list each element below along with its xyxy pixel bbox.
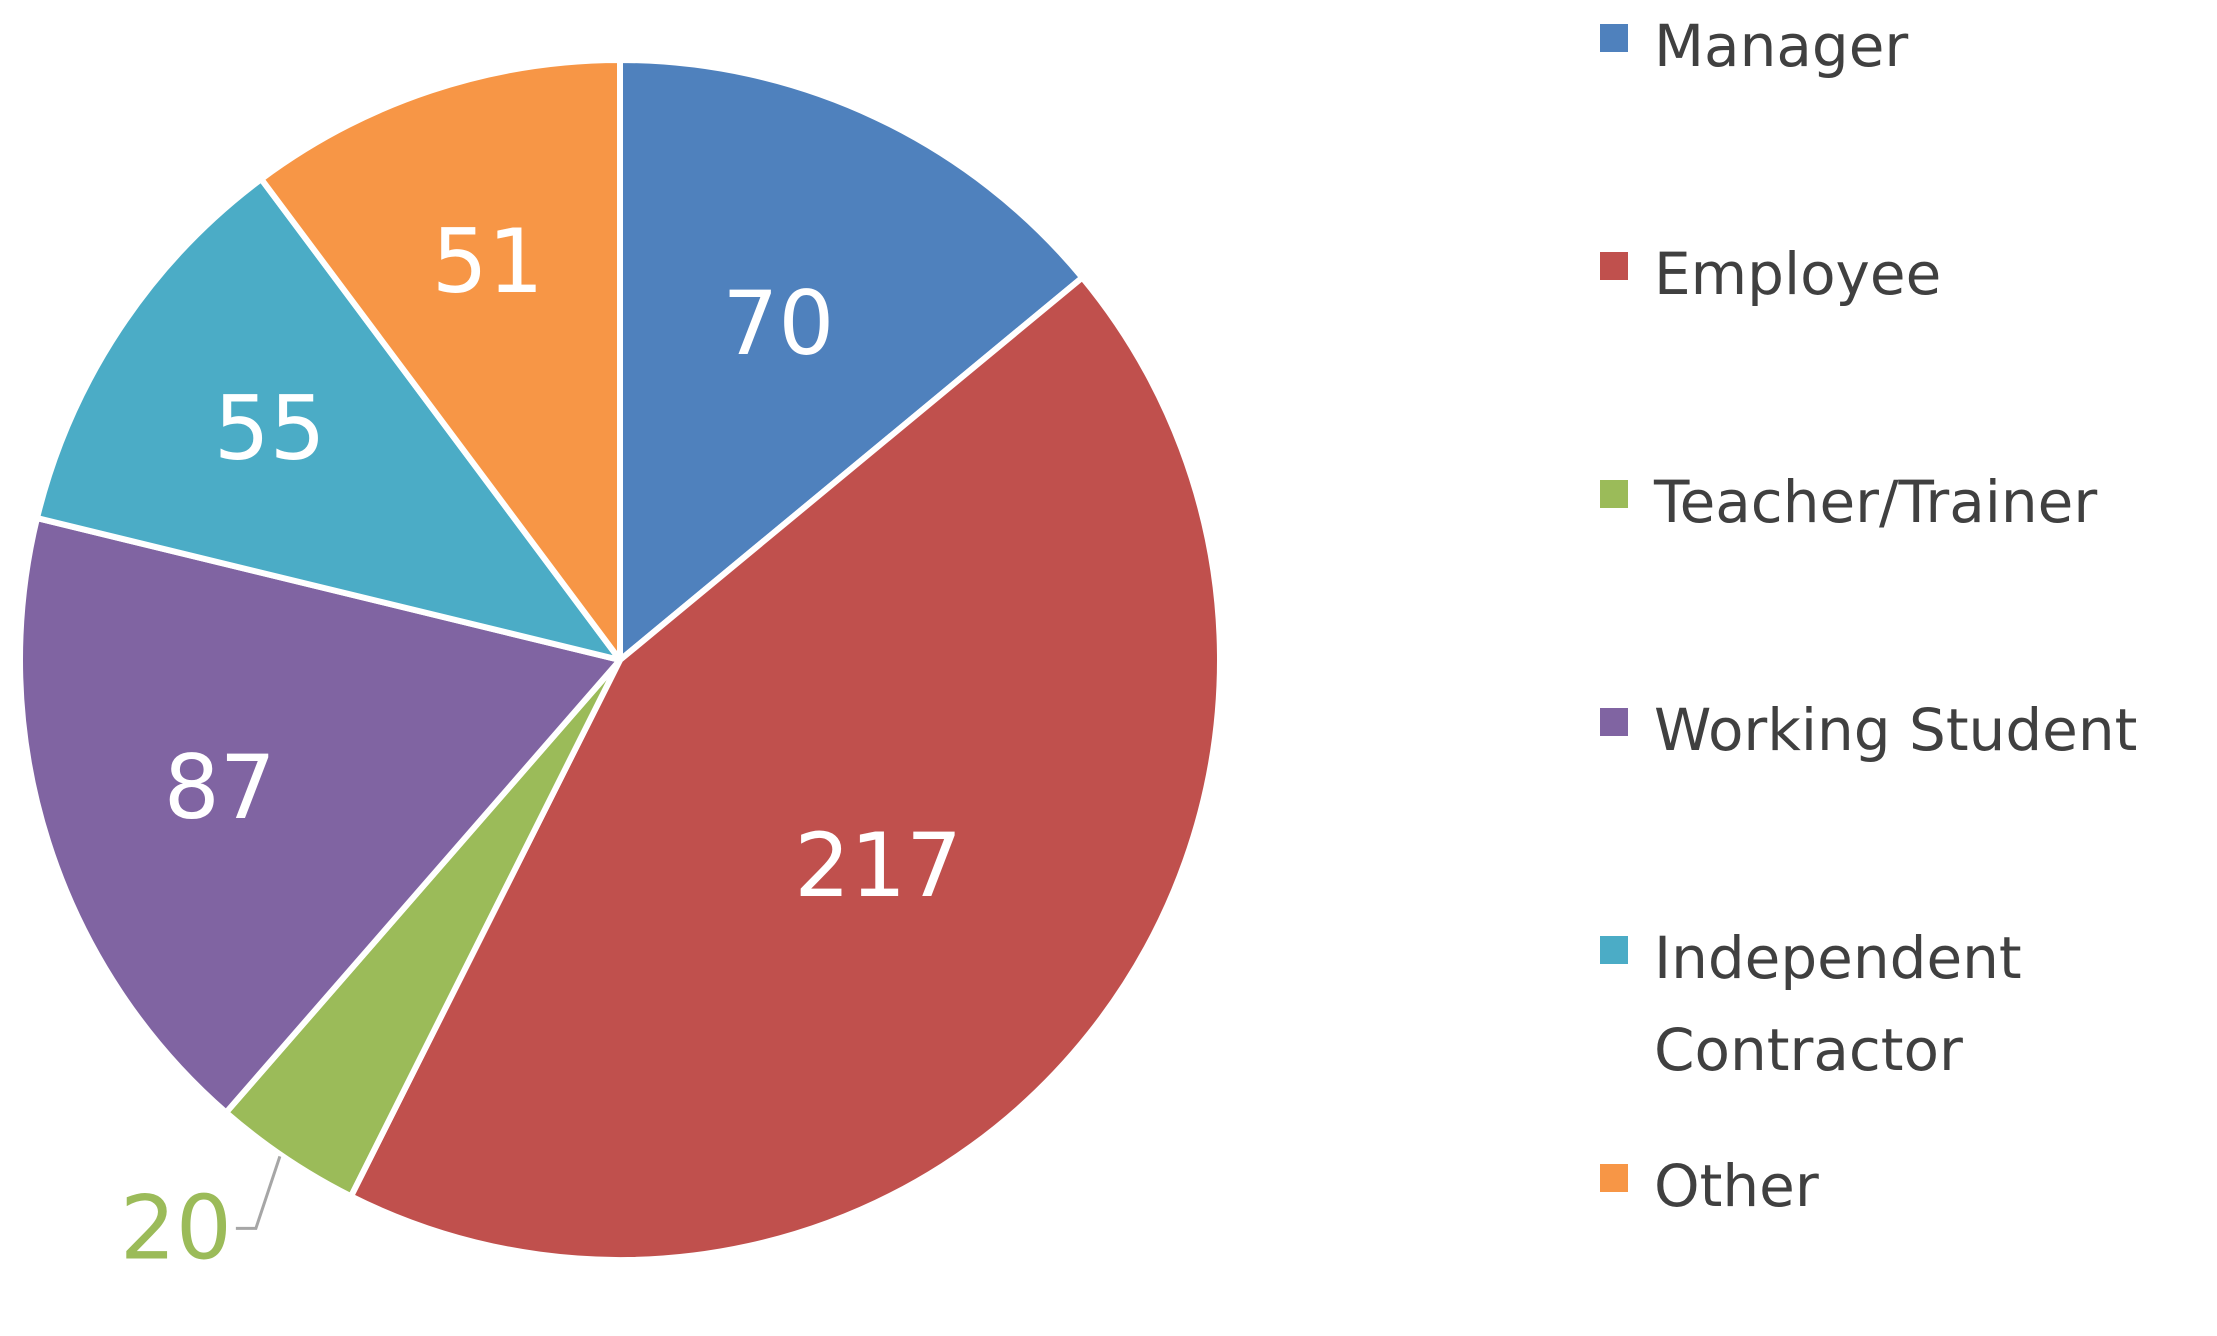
- data-label-independent-contractor: 55: [214, 377, 326, 480]
- pie-svg: 70 217 20 87 55 51: [17, 57, 1223, 1280]
- legend-label-employee: Employee: [1654, 240, 1942, 308]
- legend-swatch-employee: [1600, 252, 1628, 280]
- legend-swatch-manager: [1600, 24, 1628, 52]
- legend-label-other: Other: [1654, 1152, 1819, 1220]
- legend-item-teacher-trainer: Teacher/Trainer: [1600, 456, 2174, 548]
- legend-item-employee: Employee: [1600, 228, 2174, 320]
- pie-slice-employee: [347, 274, 1223, 1263]
- legend-label-working-student: Working Student: [1654, 696, 2138, 764]
- legend-label-manager: Manager: [1654, 12, 1909, 80]
- pie-slice-other: [258, 57, 623, 663]
- legend-label-teacher-trainer: Teacher/Trainer: [1654, 468, 2098, 536]
- legend-item-independent-contractor: Independent Contractor: [1600, 912, 2174, 1096]
- data-label-working-student: 87: [164, 736, 276, 839]
- legend-swatch-working-student: [1600, 708, 1628, 736]
- legend-item-other: Other: [1600, 1140, 2174, 1232]
- data-label-other: 51: [432, 210, 544, 313]
- data-label-manager: 70: [722, 272, 834, 375]
- leader-line-teacher-trainer: [235, 1155, 282, 1230]
- legend-swatch-other: [1600, 1164, 1628, 1192]
- legend-label-independent-contractor: Independent Contractor: [1654, 924, 2022, 1084]
- legend-swatch-independent-contractor: [1600, 936, 1628, 964]
- pie-slice-independent-contractor: [34, 176, 623, 663]
- pie-slice-working-student: [17, 515, 623, 1116]
- legend-item-working-student: Working Student: [1600, 684, 2174, 776]
- data-label-employee: 217: [794, 814, 962, 917]
- data-label-teacher-trainer: 20: [120, 1176, 232, 1279]
- legend: Manager Employee Teacher/Trainer Working St…: [1600, 0, 2210, 1332]
- legend-item-manager: Manager: [1600, 0, 2174, 92]
- legend-swatch-teacher-trainer: [1600, 480, 1628, 508]
- pie-slice-manager: [617, 57, 1086, 663]
